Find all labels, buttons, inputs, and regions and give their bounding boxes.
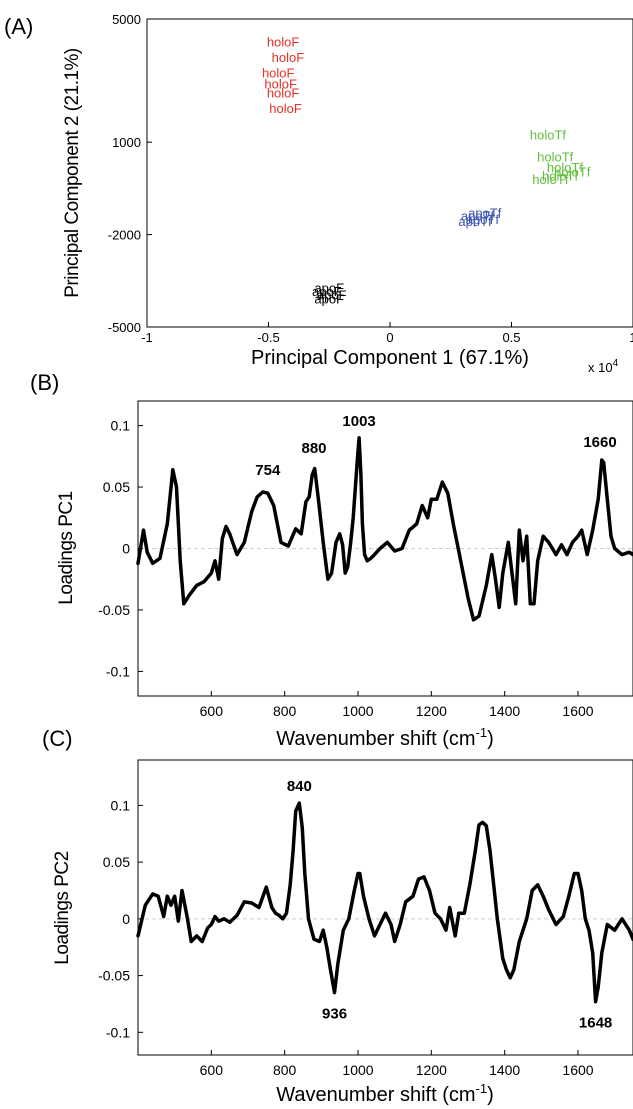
pc2-x-ticks: 600 800 1000 1200 1400 1600: [200, 1050, 594, 1078]
panel-a-letter: (A): [4, 14, 33, 39]
x-tick-label: 1600: [562, 703, 593, 719]
pc2-y-ticks: -0.1 -0.05 0 0.05 0.1: [98, 797, 143, 1040]
pc1-x-label-end: ): [487, 728, 494, 750]
x-tick-label: 1000: [342, 1062, 373, 1078]
pca-y-ticks: -5000 -2000 1000 5000: [108, 12, 152, 335]
y-tick-label: -0.1: [106, 1024, 130, 1040]
score-point-apoF: apoF: [317, 287, 347, 302]
score-point-apoTf: apoTf: [468, 206, 502, 221]
y-tick-label: -0.05: [98, 602, 130, 618]
x-tick-label: 1400: [489, 1062, 520, 1078]
score-point-apoTf: apoTf: [458, 214, 492, 229]
pca-x-tick-label: 0.5: [502, 330, 520, 345]
x-tick-label: 1200: [416, 1062, 447, 1078]
score-point-holoF: holoF: [272, 50, 305, 65]
pca-x-axis-label: Principal Component 1 (67.1%): [251, 347, 529, 369]
pca-x-ticks: -1 -0.5 0 0.5 1: [141, 322, 633, 345]
y-tick-label: 0.05: [103, 479, 130, 495]
pc1-x-label-sup: -1: [476, 725, 488, 740]
score-point-holoTf: holoTf: [532, 172, 569, 187]
peak-label: 880: [301, 440, 326, 457]
pca-x-multiplier: x 104: [588, 358, 619, 375]
y-tick-label: 0: [122, 911, 130, 927]
pc2-x-axis-label: Wavenumber shift (cm-1): [276, 1081, 494, 1106]
score-point-apoF: apoF: [314, 291, 344, 306]
pc1-loading-line: [136, 436, 633, 622]
x-tick-label: 1600: [562, 1062, 593, 1078]
x-tick-label: 800: [273, 703, 297, 719]
x-tick-label: 1400: [489, 703, 520, 719]
pca-y-axis-label: Principal Component 2 (21.1%): [62, 48, 83, 298]
score-point-apoF: apoF: [314, 281, 344, 296]
score-point-holoTf: holoTf: [537, 150, 574, 165]
score-point-apoF: apoF: [312, 284, 342, 299]
y-tick-label: 0: [122, 541, 130, 557]
pc1-y-axis-label: Loadings PC1: [56, 491, 77, 604]
pca-x-tick-label: -1: [141, 330, 153, 345]
pca-y-tick-label: -5000: [108, 320, 141, 335]
pca-x-multiplier-exponent: 4: [613, 358, 619, 369]
loadings-pc1-plot: 600 800 1000 1200 1400 1600 -0.1 -0.05 0 0.05 0.1…: [56, 400, 633, 750]
y-tick-label: 0.05: [103, 854, 130, 870]
pc1-x-ticks: 600 800 1000 1200 1400 1600: [200, 691, 594, 719]
score-point-apoTf: apoTf: [461, 209, 495, 224]
pc2-y-axis-label: Loadings PC2: [52, 851, 73, 964]
x-tick-label: 800: [273, 1062, 297, 1078]
pca-x-multiplier-base: x 10: [588, 360, 613, 375]
pca-x-tick-label: 0: [386, 330, 393, 345]
score-point-holoTf: holoTf: [530, 128, 567, 143]
pca-y-tick-label: 5000: [112, 12, 141, 27]
pc2-peak-labels: 840 936 1648: [287, 778, 612, 1032]
pca-x-tick-label: 1: [629, 330, 633, 345]
pc1-x-axis-label: Wavenumber shift (cm-1): [276, 725, 494, 750]
peak-label: 840: [287, 778, 312, 795]
pca-score-points: holoFholoFholoFholoFholoFholoFholoTfholo…: [262, 35, 591, 307]
score-point-holoF: holoF: [267, 86, 300, 101]
score-point-holoTf: holoTf: [542, 169, 579, 184]
pc1-y-ticks: -0.1 -0.05 0 0.05 0.1: [98, 418, 143, 679]
score-point-holoF: holoF: [262, 66, 295, 81]
pca-x-tick-label: -0.5: [257, 330, 279, 345]
panel-c-letter: (C): [42, 726, 73, 751]
pc1-peak-labels: 754 880 1003 1660: [255, 413, 616, 479]
peak-label: 936: [322, 1006, 347, 1023]
loadings-pc2-plot: 600 800 1000 1200 1400 1600 -0.1 -0.05 0 0.05 0.1…: [52, 759, 633, 1106]
x-tick-label: 600: [200, 703, 224, 719]
peak-label: 1003: [342, 413, 375, 430]
score-point-holoTf: holoTf: [554, 164, 591, 179]
y-tick-label: 0.1: [111, 797, 131, 813]
pc2-x-label-end: ): [487, 1084, 494, 1106]
pc2-x-label-main: Wavenumber shift (cm: [276, 1084, 475, 1106]
pca-y-tick-label: 1000: [112, 135, 141, 150]
score-point-holoTf: holoTf: [547, 160, 584, 175]
score-point-holoF: holoF: [269, 101, 302, 116]
peak-label: 1648: [579, 1015, 612, 1032]
peak-label: 754: [255, 462, 281, 479]
pc2-loading-line: [136, 801, 633, 1004]
peak-label: 1660: [583, 434, 616, 451]
x-tick-label: 600: [200, 1062, 224, 1078]
pc1-x-label-main: Wavenumber shift (cm: [276, 728, 475, 750]
y-tick-label: 0.1: [111, 418, 131, 434]
x-tick-label: 1200: [416, 703, 447, 719]
pc2-x-label-sup: -1: [476, 1081, 488, 1096]
y-tick-label: -0.1: [106, 663, 130, 679]
x-tick-label: 1000: [342, 703, 373, 719]
score-point-holoF: holoF: [264, 76, 297, 91]
pca-y-tick-label: -2000: [108, 228, 141, 243]
score-point-holoF: holoF: [267, 35, 300, 50]
pc2-axes-frame: [137, 759, 633, 1056]
score-point-apoTf: apoTf: [466, 212, 500, 227]
y-tick-label: -0.05: [98, 968, 130, 984]
panel-b-letter: (B): [30, 370, 59, 395]
